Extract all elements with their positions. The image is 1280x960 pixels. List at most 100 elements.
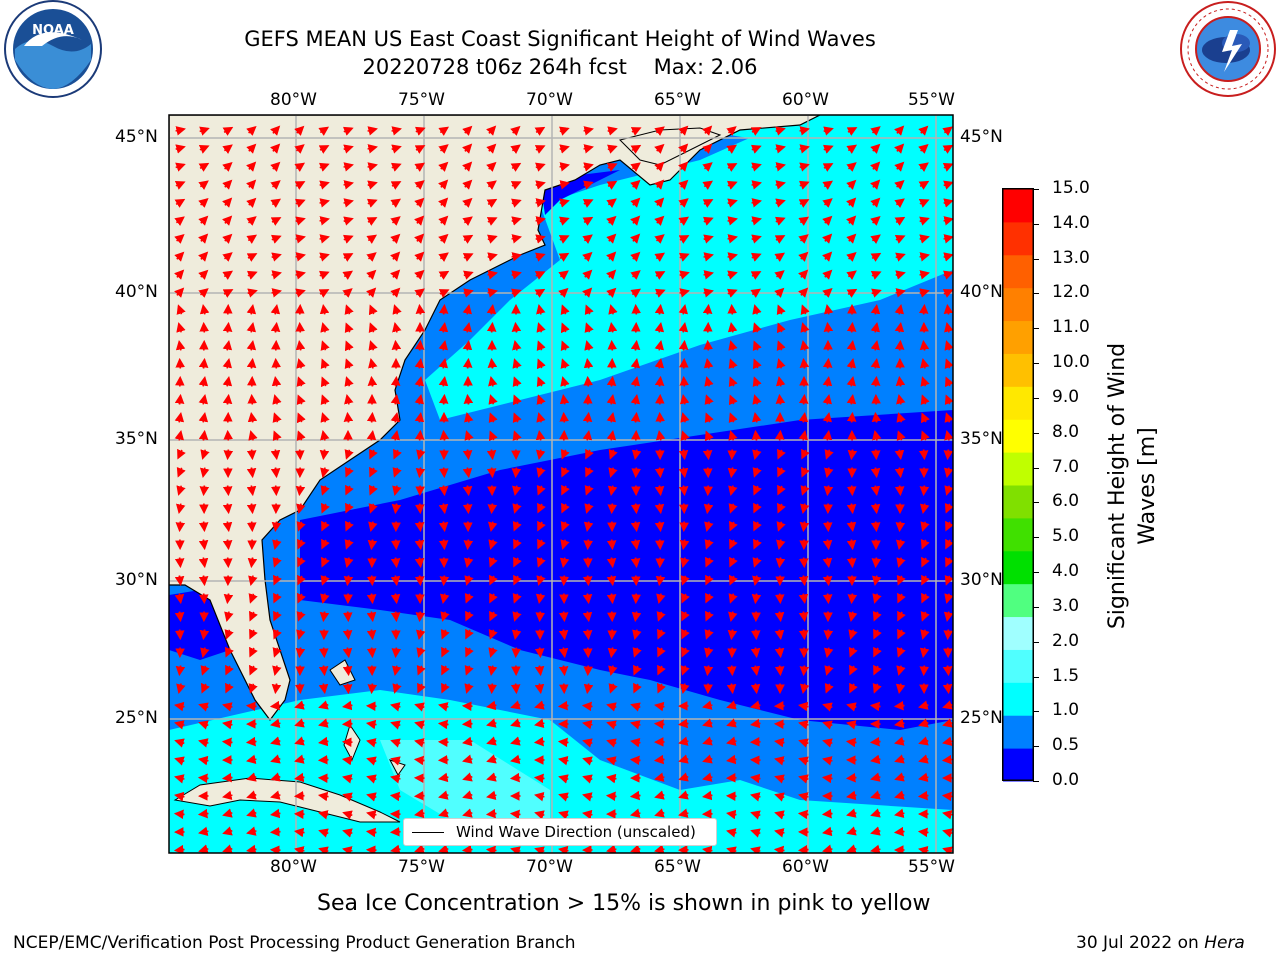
wind-wave-arrow [414,412,425,423]
wind-wave-arrow [271,376,282,387]
wind-wave-arrow [464,557,474,568]
wind-wave-arrow [774,216,786,226]
wind-wave-arrow [821,808,833,819]
wind-wave-arrow [438,197,449,208]
wind-wave-arrow [750,700,761,710]
wind-wave-arrow [919,234,930,244]
wind-wave-arrow [174,593,185,605]
wind-wave-arrow [920,394,930,405]
wind-wave-arrow [392,322,402,333]
wind-wave-arrow [678,235,690,244]
wind-wave-arrow [607,144,618,154]
wind-wave-arrow [702,303,713,315]
wind-wave-arrow [776,340,786,351]
wind-wave-arrow [390,557,401,569]
wind-wave-arrow [847,449,858,461]
wind-wave-arrow [821,773,833,784]
wind-wave-arrow [487,234,498,244]
wind-wave-arrow [486,304,497,315]
colorbar-tick-label: 0.0 [1052,770,1080,790]
wind-wave-arrow [823,321,834,333]
lat-label-right-45n: 45°N [960,127,1003,147]
wind-wave-arrow [606,575,617,587]
wind-wave-arrow [630,144,642,154]
lon-label-top-65w: 65°W [654,90,701,110]
colorbar-bin [1003,715,1033,749]
wind-wave-arrow [726,288,738,298]
wind-wave-arrow [270,718,281,728]
wind-wave-arrow [894,772,905,782]
wind-wave-arrow [894,467,905,479]
wind-wave-arrow [344,449,354,460]
wind-wave-arrow [246,772,257,782]
colorbar-tick-label: 14.0 [1052,212,1090,233]
wind-wave-arrow [222,790,233,800]
wind-wave-arrow [246,197,257,208]
wind-wave-arrow [558,252,570,262]
wind-wave-arrow [270,449,281,461]
wind-wave-arrow [510,718,521,728]
wind-wave-arrow [462,304,472,315]
wind-wave-arrow [536,322,546,333]
wind-wave-arrow [535,198,546,208]
wind-wave-arrow [344,539,354,550]
wind-wave-arrow [318,145,330,154]
wind-wave-arrow [536,376,546,388]
wind-wave-arrow [486,754,497,764]
lon-label-bottom-65w: 65°W [654,857,701,877]
wind-wave-arrow [894,198,905,208]
wind-wave-arrow [368,521,378,532]
wind-wave-arrow [534,126,546,136]
wind-wave-arrow [293,790,305,801]
wind-wave-arrow [777,448,786,460]
wind-wave-arrow [247,288,258,298]
wind-wave-arrow [318,718,329,728]
wind-wave-arrow [198,357,209,369]
wind-wave-arrow [585,466,594,478]
wind-wave-arrow [777,484,786,496]
wind-wave-arrow [798,269,809,280]
wind-wave-arrow [582,756,593,766]
wind-wave-arrow [462,340,473,351]
wind-wave-arrow [919,252,930,262]
wind-wave-arrow [438,772,449,783]
wind-wave-arrow [871,411,882,423]
wind-wave-arrow [557,737,569,748]
wind-wave-arrow [437,754,449,765]
wind-wave-arrow [176,322,186,333]
wind-wave-arrow [606,539,617,551]
wind-wave-arrow [462,179,473,190]
wind-wave-arrow [295,647,306,659]
wind-wave-arrow [246,234,258,244]
wind-wave-arrow [270,485,281,497]
wind-wave-arrow [558,235,570,244]
wind-wave-arrow [246,790,257,800]
wind-wave-arrow [558,611,569,623]
wind-wave-arrow [846,539,857,551]
wind-wave-arrow [368,358,378,369]
wind-wave-arrow [752,358,762,370]
wind-wave-arrow [824,682,834,694]
wind-wave-arrow [173,844,185,853]
wind-wave-arrow [270,198,282,208]
wind-wave-arrow [222,270,234,280]
wind-wave-arrow [728,485,738,496]
wind-wave-arrow [823,485,834,497]
wind-wave-arrow [945,538,953,550]
wind-wave-arrow [295,216,306,226]
wind-wave-arrow [366,287,377,298]
wind-wave-arrow [822,394,832,405]
wind-wave-arrow [297,556,306,568]
wind-wave-arrow [918,449,929,461]
wind-wave-arrow [846,215,857,226]
wind-wave-arrow [726,700,737,710]
wind-wave-arrow [222,340,233,351]
wind-wave-arrow [606,720,617,730]
wind-wave-arrow [630,702,641,712]
wind-wave-arrow [822,756,833,766]
wind-wave-arrow [729,556,738,568]
wind-wave-arrow [465,610,474,622]
wind-wave-arrow [776,304,786,316]
wind-wave-arrow [896,394,906,405]
wind-wave-arrow [680,665,690,676]
